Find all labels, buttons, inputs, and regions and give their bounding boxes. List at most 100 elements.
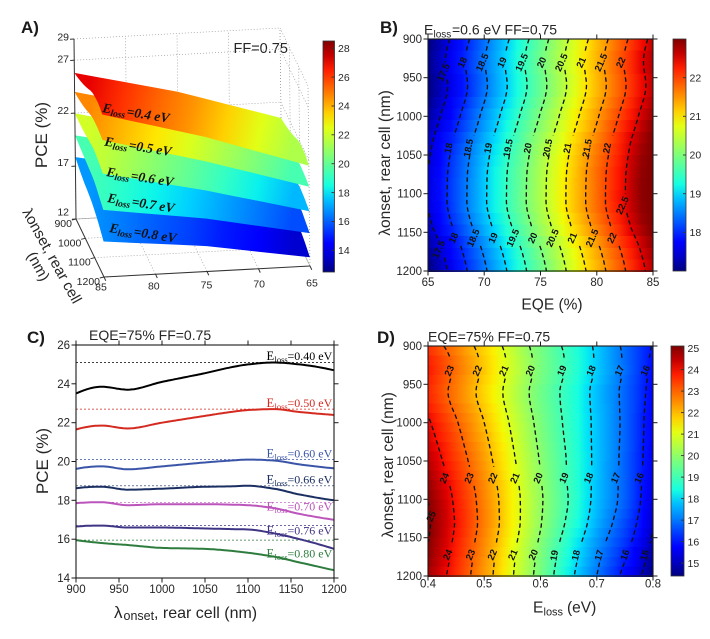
svg-text:loss: loss [275, 355, 288, 365]
svg-text:24: 24 [688, 364, 700, 376]
svg-text:D): D) [377, 328, 395, 347]
svg-text:70: 70 [478, 277, 491, 289]
svg-text:E: E [267, 349, 275, 363]
svg-text:28: 28 [338, 43, 350, 55]
svg-text:18: 18 [443, 142, 456, 154]
svg-text:E: E [267, 447, 275, 461]
svg-text:1150: 1150 [397, 227, 422, 239]
svg-text:0.7: 0.7 [589, 579, 605, 591]
svg-text:22: 22 [57, 105, 69, 117]
svg-text:E: E [267, 396, 275, 410]
svg-text:loss: loss [275, 552, 288, 562]
svg-text:900: 900 [403, 341, 422, 353]
svg-text:1050: 1050 [396, 150, 422, 162]
svg-text:loss: loss [275, 505, 288, 515]
svg-text:=0.80 eV: =0.80 eV [288, 547, 333, 561]
svg-text:950: 950 [109, 584, 128, 596]
svg-text:1050: 1050 [192, 584, 218, 596]
svg-text:900: 900 [54, 218, 72, 230]
svg-text:900: 900 [66, 584, 85, 596]
svg-text:1000: 1000 [396, 111, 422, 123]
svg-text:(eV): (eV) [567, 600, 596, 617]
svg-text:16: 16 [338, 216, 350, 228]
svg-text:1100: 1100 [68, 257, 91, 269]
svg-text:24: 24 [57, 379, 70, 391]
svg-text:18: 18 [688, 493, 700, 505]
svg-text:loss: loss [275, 478, 288, 488]
svg-text:29: 29 [57, 32, 69, 44]
svg-text:22: 22 [338, 130, 350, 142]
svg-text:17: 17 [688, 515, 700, 527]
svg-text:1200: 1200 [396, 266, 422, 278]
svg-text:18: 18 [338, 187, 350, 199]
svg-text:80: 80 [590, 277, 603, 289]
svg-text:1100: 1100 [236, 584, 261, 596]
svg-text:=0.76 eV: =0.76 eV [288, 524, 333, 538]
svg-text:0.8: 0.8 [645, 579, 661, 591]
svg-text:16: 16 [688, 536, 700, 548]
svg-text:E: E [267, 524, 275, 538]
svg-text:0.4: 0.4 [420, 579, 437, 591]
svg-text:=0.60 eV: =0.60 eV [288, 447, 333, 461]
svg-text:=0.66 eV: =0.66 eV [288, 473, 333, 487]
svg-text:20: 20 [57, 457, 70, 469]
svg-text:18: 18 [690, 227, 702, 239]
svg-text:EQE=75% FF=0.75: EQE=75% FF=0.75 [89, 327, 211, 343]
svg-text:1150: 1150 [397, 533, 422, 545]
svg-text:22: 22 [690, 72, 702, 84]
svg-text:14: 14 [338, 245, 350, 257]
svg-text:B): B) [380, 18, 398, 37]
svg-text:950: 950 [403, 73, 422, 85]
svg-text:20: 20 [688, 450, 700, 462]
svg-text:950: 950 [403, 379, 422, 391]
svg-text:loss: loss [275, 452, 288, 462]
svg-text:EQE=75% FF=0.75: EQE=75% FF=0.75 [428, 329, 550, 345]
svg-text:PCE (%): PCE (%) [32, 102, 51, 168]
svg-text:75: 75 [201, 280, 213, 292]
svg-text:0.5: 0.5 [476, 579, 492, 591]
svg-text:12: 12 [57, 207, 69, 219]
svg-text:PCE (%): PCE (%) [33, 428, 52, 494]
svg-text:1200: 1200 [321, 584, 347, 596]
svg-text:1200: 1200 [396, 571, 422, 583]
svg-text:65: 65 [422, 277, 435, 289]
svg-text:, rear cell (nm): , rear cell (nm) [154, 605, 257, 622]
svg-text:85: 85 [95, 282, 107, 294]
svg-text:27: 27 [57, 53, 69, 65]
svg-text:EQE (%): EQE (%) [521, 297, 582, 314]
svg-text:loss: loss [275, 402, 288, 412]
svg-text:25: 25 [688, 343, 700, 355]
svg-text:λ: λ [114, 603, 123, 622]
svg-text:22: 22 [688, 407, 700, 419]
svg-text:1050: 1050 [396, 456, 422, 468]
svg-text:1000: 1000 [396, 418, 422, 430]
svg-text:1100: 1100 [397, 494, 422, 506]
svg-text:FF=0.75: FF=0.75 [234, 41, 288, 57]
svg-text:19: 19 [482, 142, 495, 154]
svg-text:19: 19 [688, 472, 700, 484]
svg-text:E: E [267, 473, 275, 487]
svg-text:C): C) [27, 328, 45, 347]
svg-text:20: 20 [522, 142, 535, 154]
svg-text:21: 21 [688, 429, 700, 441]
svg-text:=0.6 eV FF=0.75: =0.6 eV FF=0.75 [452, 22, 557, 38]
svg-text:onset: onset [124, 609, 155, 623]
svg-text:E: E [424, 22, 433, 38]
svg-text:900: 900 [403, 34, 422, 46]
svg-text:19: 19 [690, 188, 702, 200]
svg-text:26: 26 [57, 340, 70, 352]
svg-text:loss: loss [544, 607, 564, 619]
svg-text:E: E [267, 500, 275, 514]
svg-text:24: 24 [338, 101, 350, 113]
svg-text:65: 65 [306, 278, 318, 290]
svg-text:22: 22 [57, 418, 70, 430]
svg-text:λonset, rear cell (nm): λonset, rear cell (nm) [377, 90, 394, 236]
svg-text:70: 70 [253, 279, 265, 291]
svg-text:75: 75 [534, 277, 547, 289]
svg-text:1100: 1100 [397, 189, 422, 201]
svg-text:λonset, rear cell (nm): λonset, rear cell (nm) [380, 392, 397, 538]
svg-text:26: 26 [338, 72, 350, 84]
svg-text:80: 80 [148, 281, 160, 293]
svg-text:A): A) [21, 18, 39, 37]
svg-text:1000: 1000 [149, 584, 175, 596]
